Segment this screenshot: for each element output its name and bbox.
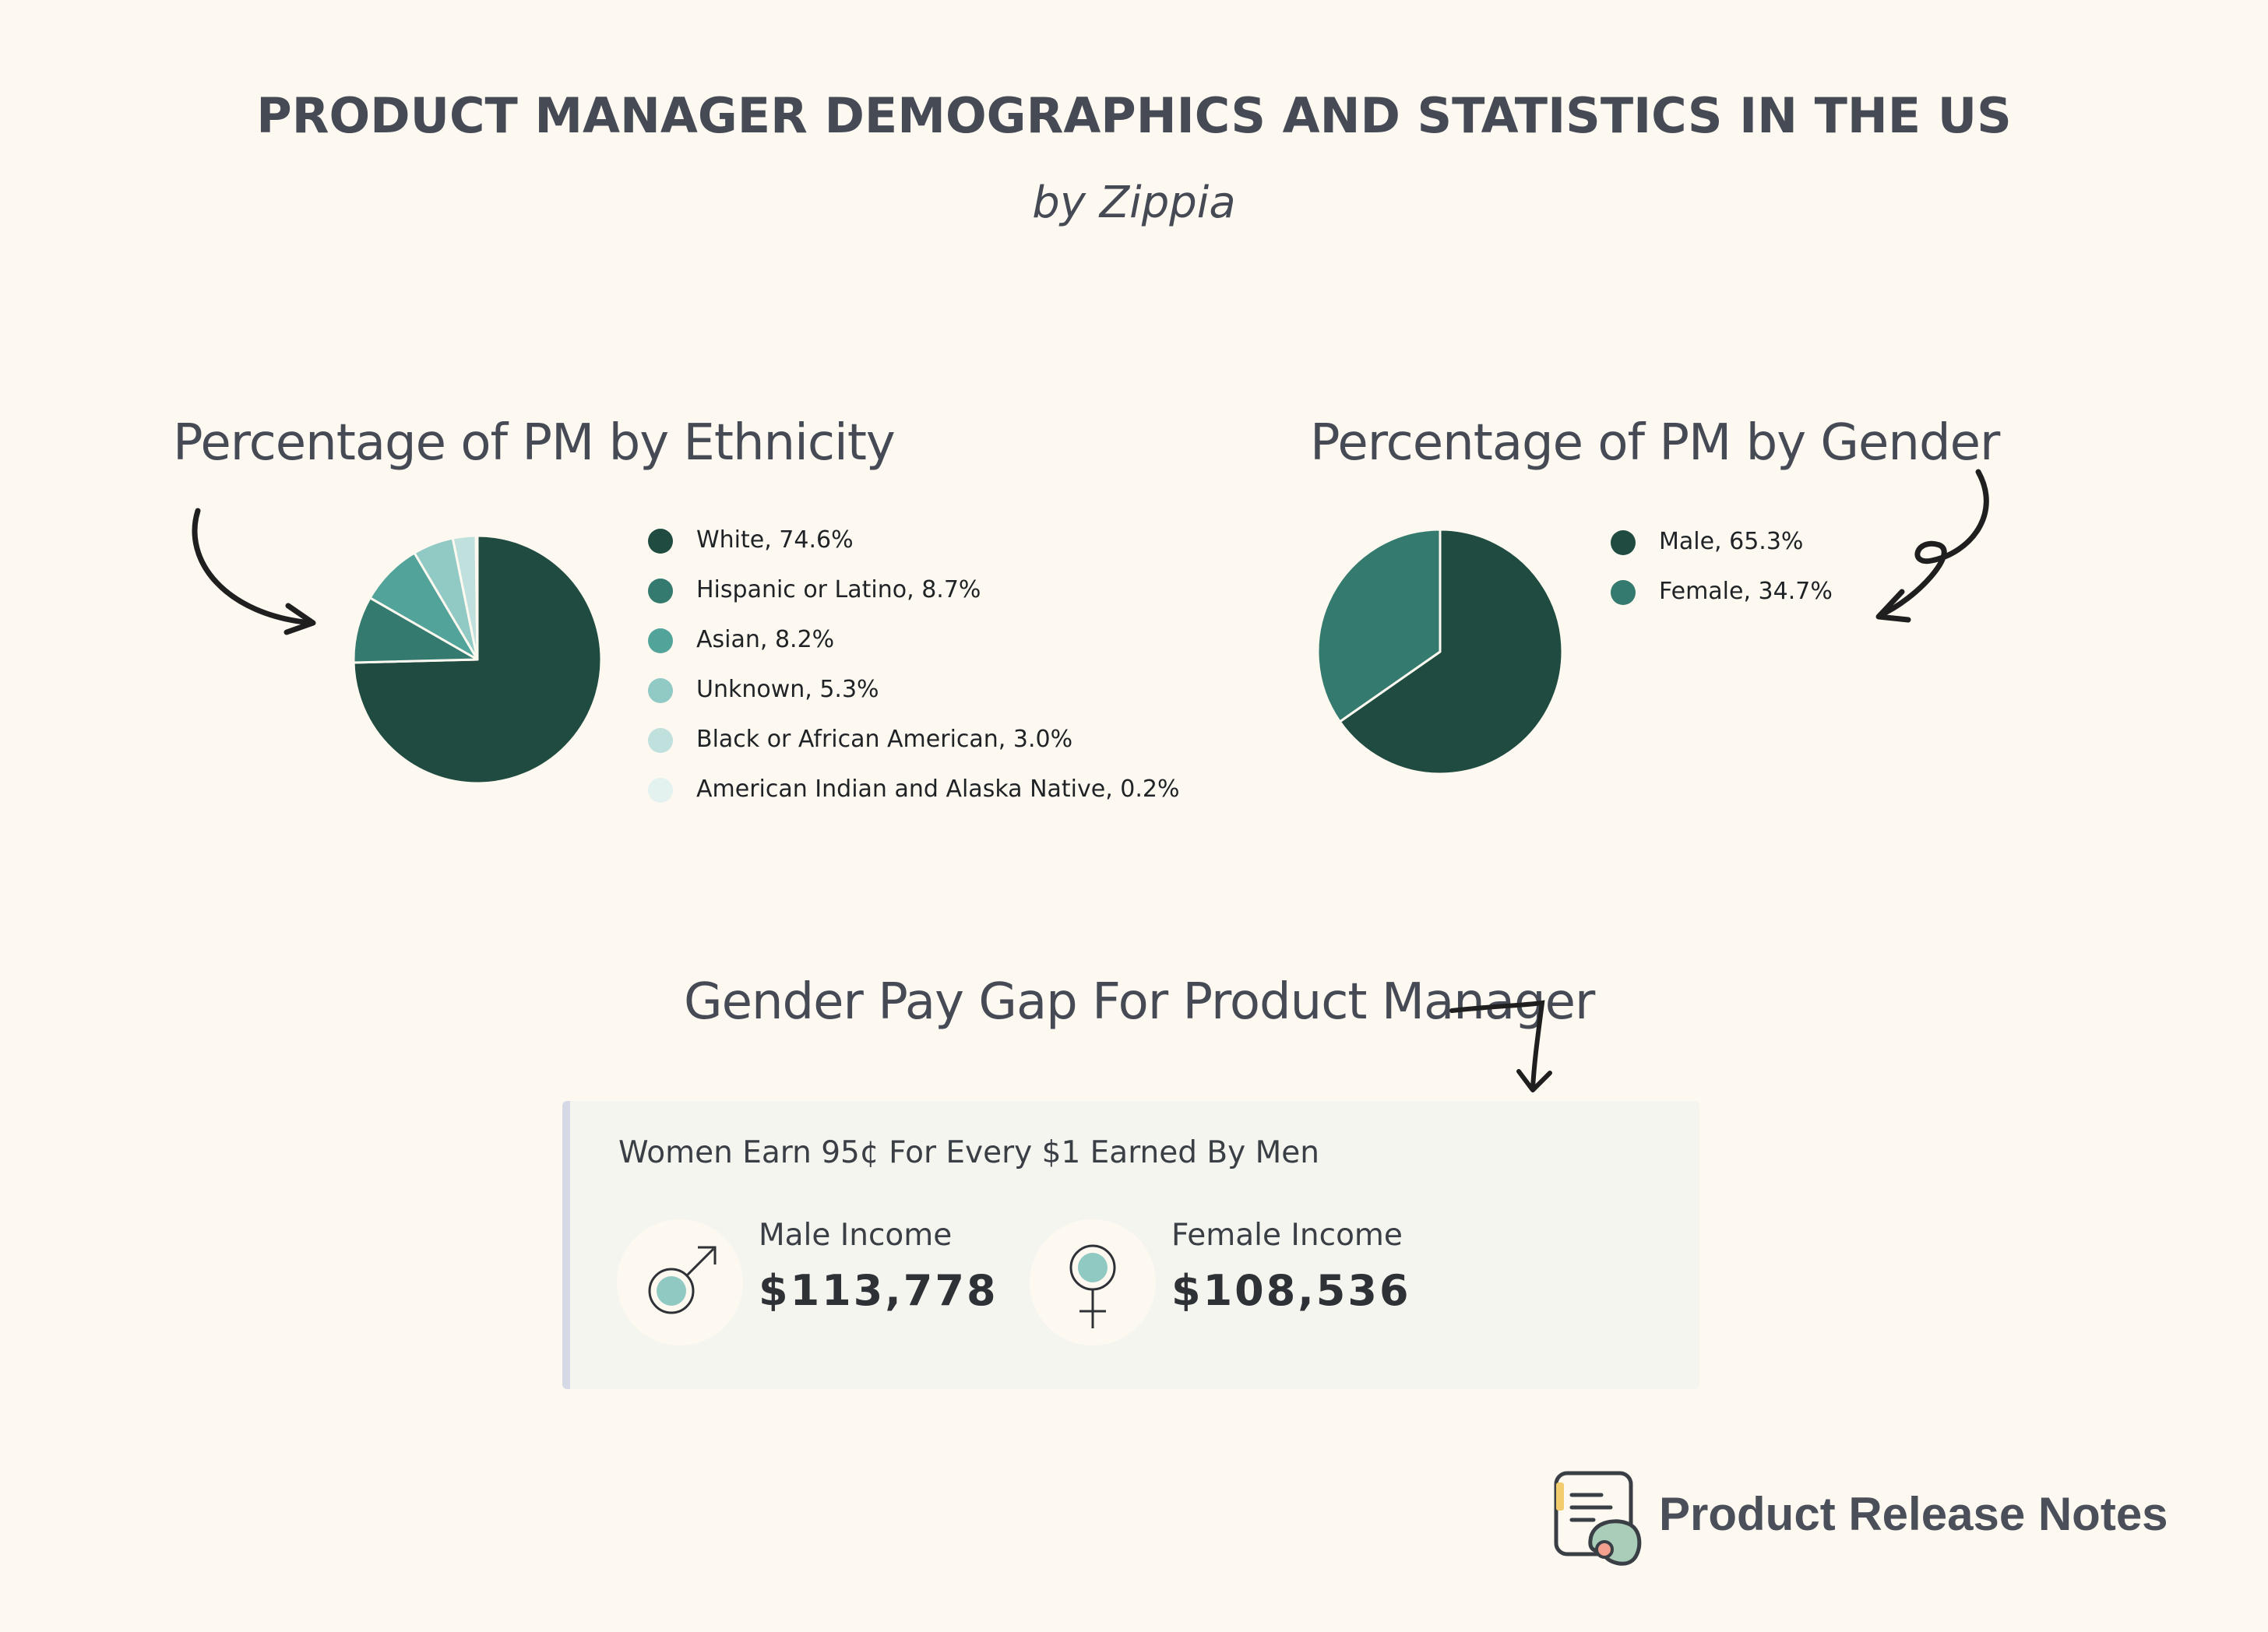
pie-slice-hispanic-or-latino <box>352 596 479 664</box>
ethnicity-legend: White, 74.6% Hispanic or Latino, 8.7% As… <box>648 515 1180 814</box>
legend-item-american-indian: American Indian and Alaska Native, 0.2% <box>648 765 1180 814</box>
legend-label: Unknown, 5.3% <box>696 676 879 703</box>
legend-swatch <box>648 778 673 803</box>
male-income-value: $113,778 <box>759 1266 998 1315</box>
loop-arrow-icon <box>1875 469 1989 623</box>
gender-legend: Male, 65.3% Female, 34.7% <box>1611 517 1833 617</box>
male-symbol-icon <box>648 1246 717 1314</box>
pay-gap-headline: Women Earn 95¢ For Every $1 Earned By Me… <box>618 1135 1320 1170</box>
legend-swatch <box>648 728 673 753</box>
legend-item-asian: Asian, 8.2% <box>648 615 1180 665</box>
gender-pie-chart <box>1316 528 1564 776</box>
legend-label: Black or African American, 3.0% <box>696 726 1073 753</box>
legend-item-female: Female, 34.7% <box>1611 567 1833 617</box>
female-income-badge <box>1030 1219 1156 1345</box>
release-notes-logo-icon <box>1554 1471 1642 1566</box>
page-title: PRODUCT MANAGER DEMOGRAPHICS AND STATIST… <box>256 87 2012 144</box>
legend-label: Female, 34.7% <box>1659 578 1833 605</box>
male-income-badge <box>617 1219 743 1345</box>
female-income-value: $108,536 <box>1171 1266 1411 1315</box>
male-income-label: Male Income <box>759 1218 953 1253</box>
ethnicity-pie-chart <box>352 534 603 785</box>
legend-item-male: Male, 65.3% <box>1611 517 1833 567</box>
ethnicity-chart-title: Percentage of PM by Ethnicity <box>173 414 896 472</box>
legend-swatch <box>648 628 673 653</box>
legend-swatch <box>648 529 673 554</box>
down-arrow-icon <box>1449 1000 1552 1092</box>
legend-label: White, 74.6% <box>696 526 854 554</box>
pay-gap-title: Gender Pay Gap For Product Manager <box>684 973 1595 1031</box>
legend-swatch <box>648 579 673 603</box>
legend-item-hispanic: Hispanic or Latino, 8.7% <box>648 565 1180 615</box>
curved-arrow-icon <box>192 508 316 635</box>
legend-swatch <box>648 678 673 703</box>
byline: by Zippia <box>1032 178 1236 228</box>
brand-name: Product Release Notes <box>1659 1488 2168 1540</box>
pie-slice-male <box>1338 528 1564 776</box>
pay-gap-card: Women Earn 95¢ For Every $1 Earned By Me… <box>562 1101 1699 1389</box>
gender-chart-title: Percentage of PM by Gender <box>1310 414 2000 472</box>
legend-item-unknown: Unknown, 5.3% <box>648 665 1180 715</box>
legend-swatch <box>1611 580 1636 605</box>
female-income-label: Female Income <box>1171 1218 1403 1253</box>
legend-swatch <box>1611 530 1636 555</box>
legend-label: Hispanic or Latino, 8.7% <box>696 576 981 603</box>
legend-label: American Indian and Alaska Native, 0.2% <box>696 776 1180 803</box>
legend-label: Asian, 8.2% <box>696 626 835 653</box>
legend-item-white: White, 74.6% <box>648 515 1180 565</box>
pie-slice-american-indian-and-alaska-native <box>474 534 479 661</box>
legend-item-black: Black or African American, 3.0% <box>648 715 1180 765</box>
pie-slice-female <box>1316 528 1442 723</box>
female-symbol-icon <box>1069 1244 1116 1328</box>
legend-label: Male, 65.3% <box>1659 528 1804 555</box>
